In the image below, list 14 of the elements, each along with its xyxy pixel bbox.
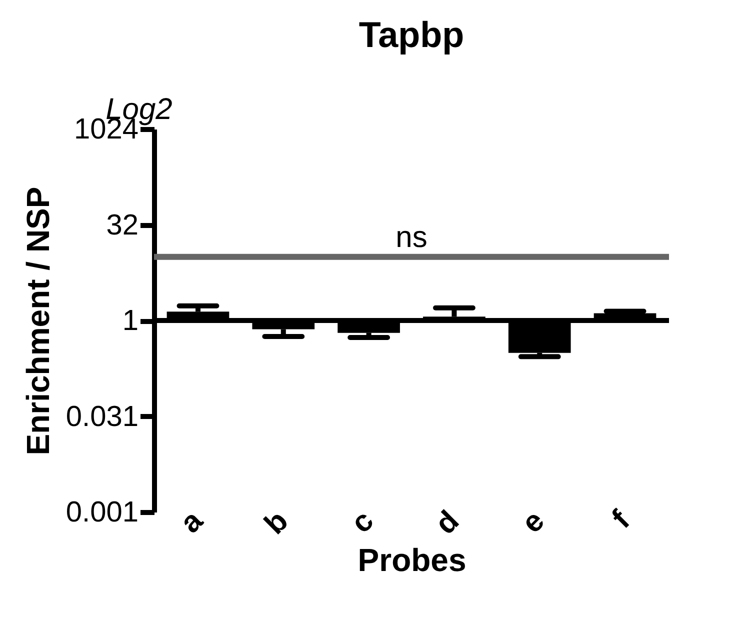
- x-tick-label: d: [429, 504, 466, 541]
- x-tick-label: c: [344, 504, 380, 540]
- x-axis-title: Probes: [358, 542, 466, 578]
- y-tick-label: 0.031: [66, 400, 138, 433]
- y-tick-label: 1: [122, 305, 138, 337]
- ref-line-label: ns: [396, 220, 428, 254]
- y-tick-label: 0.001: [66, 496, 138, 528]
- x-tick-label: a: [174, 504, 210, 540]
- x-tick-label: b: [258, 504, 295, 541]
- chart-title: Tapbp: [358, 14, 464, 55]
- y-axis-title: Enrichment / NSP: [20, 186, 56, 456]
- x-tick-label: e: [516, 504, 551, 540]
- x-tick-label: f: [606, 504, 638, 535]
- y-tick-label: 32: [106, 209, 138, 242]
